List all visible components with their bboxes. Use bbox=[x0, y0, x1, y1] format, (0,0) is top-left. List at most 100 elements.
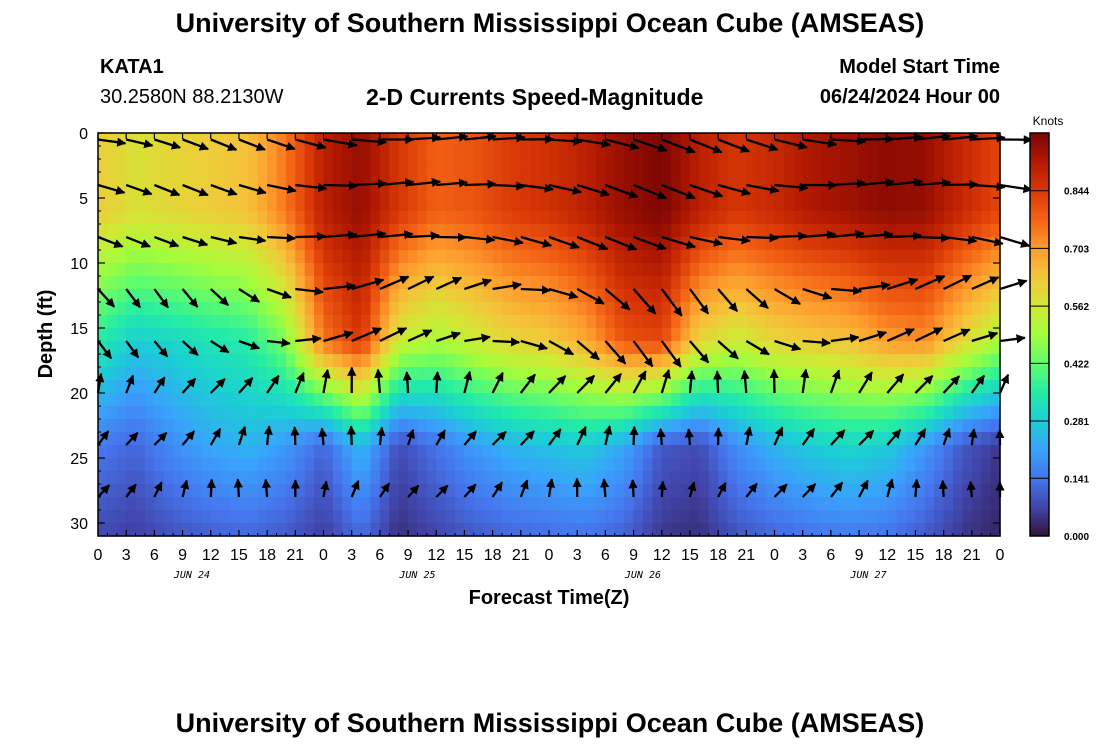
heatmap-cell bbox=[445, 432, 456, 446]
heatmap-cell bbox=[154, 302, 165, 316]
heatmap-cell bbox=[257, 523, 268, 537]
heatmap-cell bbox=[708, 341, 719, 355]
heatmap-cell bbox=[473, 198, 484, 212]
heatmap-cell bbox=[586, 315, 597, 329]
heatmap-cell bbox=[492, 497, 503, 511]
heatmap-cell bbox=[257, 341, 268, 355]
heatmap-cell bbox=[210, 419, 221, 433]
heatmap-cell bbox=[624, 224, 635, 238]
heatmap-cell bbox=[765, 523, 776, 537]
heatmap-cell bbox=[276, 172, 287, 186]
heatmap-cell bbox=[971, 419, 982, 433]
heatmap-cell bbox=[285, 328, 296, 342]
heatmap-cell bbox=[680, 211, 691, 225]
heatmap-cell bbox=[201, 471, 212, 485]
heatmap-cell bbox=[868, 458, 879, 472]
heatmap-cell bbox=[285, 354, 296, 368]
heatmap-cell bbox=[595, 458, 606, 472]
heatmap-cell bbox=[586, 328, 597, 342]
heatmap-cell bbox=[633, 471, 644, 485]
heatmap-cell bbox=[821, 328, 832, 342]
heatmap-cell bbox=[314, 380, 325, 394]
heatmap-cell bbox=[445, 250, 456, 264]
heatmap-cell bbox=[558, 458, 569, 472]
heatmap-cell bbox=[821, 510, 832, 524]
heatmap-cell bbox=[812, 497, 823, 511]
heatmap-cell bbox=[896, 250, 907, 264]
heatmap-cell bbox=[689, 263, 700, 277]
heatmap-cell bbox=[267, 302, 278, 316]
heatmap-cell bbox=[379, 198, 390, 212]
heatmap-cell bbox=[295, 471, 306, 485]
current-vector-arrow bbox=[943, 328, 971, 343]
heatmap-cell bbox=[812, 185, 823, 199]
heatmap-cell bbox=[943, 445, 954, 459]
heatmap-cell bbox=[549, 419, 559, 433]
heatmap-cell bbox=[718, 367, 729, 381]
heatmap-cell bbox=[445, 133, 456, 147]
current-vector-arrow bbox=[464, 234, 496, 244]
heatmap-cell bbox=[699, 393, 710, 407]
heatmap-cell bbox=[718, 510, 729, 524]
heatmap-cell bbox=[332, 354, 343, 368]
heatmap-cell bbox=[990, 380, 1001, 394]
heatmap-cell bbox=[633, 419, 644, 433]
heatmap-cell bbox=[304, 432, 315, 446]
heatmap-cell bbox=[116, 159, 127, 173]
heatmap-cell bbox=[765, 263, 776, 277]
heatmap-cell bbox=[887, 484, 898, 498]
heatmap-cell bbox=[483, 341, 494, 355]
heatmap-cell bbox=[783, 471, 794, 485]
heatmap-cell bbox=[774, 523, 785, 537]
heatmap-cell bbox=[379, 328, 390, 342]
heatmap-cell bbox=[539, 289, 550, 303]
heatmap-cell bbox=[436, 393, 447, 407]
current-vector-arrow bbox=[971, 235, 1004, 247]
heatmap-cell bbox=[924, 419, 935, 433]
heatmap-cell bbox=[539, 510, 550, 524]
heatmap-cell bbox=[238, 224, 249, 238]
heatmap-cell bbox=[915, 510, 926, 524]
heatmap-cell bbox=[436, 146, 447, 160]
heatmap-cell bbox=[116, 315, 127, 329]
heatmap-cell bbox=[661, 159, 672, 173]
heatmap-cell bbox=[624, 354, 635, 368]
colorbar-scale bbox=[1029, 132, 1050, 537]
heatmap-cell bbox=[812, 159, 823, 173]
heatmap-cell bbox=[708, 289, 719, 303]
current-vector-arrow bbox=[182, 235, 209, 247]
heatmap-cell bbox=[530, 445, 541, 459]
heatmap-cell bbox=[473, 406, 484, 420]
heatmap-cell bbox=[530, 146, 541, 160]
heatmap-cell bbox=[389, 432, 400, 446]
heatmap-cell bbox=[765, 159, 776, 173]
heatmap-cell bbox=[267, 510, 278, 524]
heatmap-cell bbox=[934, 315, 945, 329]
heatmap-cell bbox=[990, 471, 1001, 485]
heatmap-cell bbox=[210, 471, 221, 485]
heatmap-cell bbox=[135, 458, 146, 472]
heatmap-cell bbox=[248, 133, 259, 147]
heatmap-cell bbox=[173, 445, 184, 459]
heatmap-cell bbox=[210, 406, 221, 420]
heatmap-cell bbox=[417, 224, 428, 238]
heatmap-cell bbox=[126, 172, 137, 186]
heatmap-cell bbox=[680, 432, 691, 446]
heatmap-cell bbox=[285, 263, 296, 277]
heatmap-cell bbox=[361, 419, 372, 433]
x-tick-label: 18 bbox=[709, 547, 727, 564]
heatmap-cell bbox=[539, 484, 550, 498]
heatmap-cell bbox=[408, 250, 419, 264]
heatmap-cell bbox=[220, 302, 231, 316]
heatmap-cell bbox=[614, 497, 625, 511]
heatmap-cell bbox=[830, 250, 841, 264]
current-vector-arrow bbox=[830, 136, 867, 146]
heatmap-cell bbox=[539, 250, 550, 264]
heatmap-cell bbox=[671, 328, 682, 342]
heatmap-cell bbox=[868, 523, 879, 537]
heatmap-cell bbox=[464, 237, 475, 251]
heatmap-cell bbox=[361, 211, 372, 225]
current-vector-arrow bbox=[238, 339, 261, 350]
x-tick-label: 6 bbox=[150, 547, 159, 564]
heatmap-cell bbox=[520, 354, 531, 368]
